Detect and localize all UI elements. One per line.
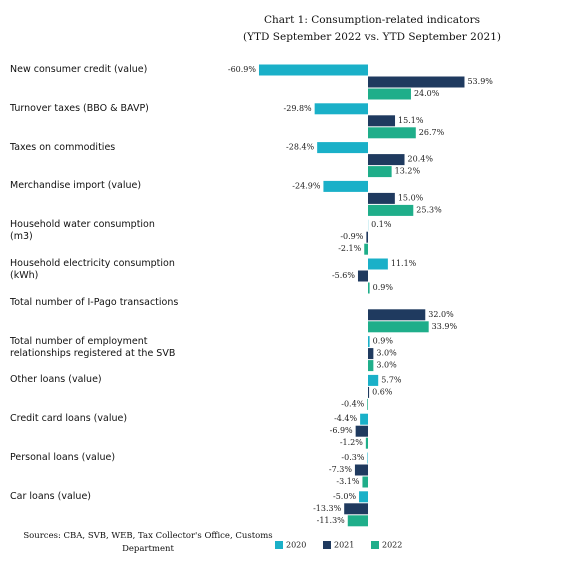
value-label: -60.9% — [228, 65, 257, 74]
bar — [368, 348, 374, 360]
category-label: Merchandise import (value) — [10, 180, 142, 192]
value-label: 25.3% — [416, 205, 442, 214]
category-label: New consumer credit (value) — [10, 64, 148, 75]
value-label: 0.9% — [373, 283, 394, 292]
value-label: -0.3% — [341, 453, 364, 462]
value-label: 0.6% — [372, 387, 393, 396]
value-label: 33.9% — [432, 322, 458, 331]
bar — [357, 270, 368, 282]
legend-label: 2020 — [286, 541, 306, 550]
value-label: 32.0% — [428, 310, 454, 319]
bar — [367, 452, 368, 464]
value-label: -13.3% — [313, 504, 342, 513]
bar — [368, 374, 379, 386]
value-label: 20.4% — [408, 155, 434, 164]
bar — [258, 64, 368, 76]
value-label: 3.0% — [376, 361, 397, 370]
value-label: 24.0% — [414, 89, 440, 98]
bar — [362, 476, 368, 488]
legend-label: 2021 — [334, 541, 354, 550]
value-label: 11.1% — [391, 259, 417, 268]
value-label: 26.7% — [419, 128, 445, 137]
bar — [368, 204, 414, 216]
bar — [354, 464, 368, 476]
category-label: Credit card loans (value) — [10, 413, 128, 425]
bar — [368, 192, 395, 204]
bar — [368, 88, 411, 100]
value-label: -28.4% — [286, 143, 315, 152]
bar — [365, 437, 368, 449]
legend-swatch — [371, 541, 379, 549]
value-label: 0.9% — [373, 337, 394, 346]
category-label: Taxes on commodities — [10, 141, 116, 153]
value-label: -3.1% — [336, 477, 359, 486]
chart-title: Chart 1: Consumption-related indicators — [264, 14, 480, 26]
value-label: -6.9% — [330, 426, 353, 435]
bar — [368, 258, 388, 270]
category-label: Total number of employment relationships… — [10, 335, 176, 359]
bar — [368, 309, 426, 321]
bar — [364, 243, 368, 255]
value-label: 5.7% — [381, 375, 402, 384]
bar — [314, 103, 368, 115]
value-label: -5.0% — [333, 492, 356, 501]
category-label: Car loans (value) — [10, 490, 92, 502]
bar — [368, 336, 370, 348]
bar — [368, 76, 465, 88]
category-label: Other loans (value) — [10, 374, 102, 386]
bar — [366, 231, 368, 243]
chart-subtitle: (YTD September 2022 vs. YTD September 20… — [243, 31, 501, 43]
value-label: -0.4% — [341, 399, 364, 408]
value-label: 15.0% — [398, 193, 424, 202]
bar — [367, 398, 368, 410]
value-label: 13.2% — [395, 167, 421, 176]
category-label: Personal loans (value) — [10, 452, 116, 463]
value-label: -29.8% — [284, 104, 313, 113]
legend-label: 2022 — [382, 541, 402, 550]
bar — [368, 360, 374, 372]
value-label: -1.2% — [340, 438, 363, 447]
category-label: Household water consumption (m3) — [10, 219, 155, 243]
value-label: -2.1% — [338, 244, 361, 253]
category-label: Total number of I-Pago transactions — [10, 296, 179, 308]
bar — [368, 115, 396, 127]
bar — [360, 413, 368, 425]
value-label: -11.3% — [317, 516, 346, 525]
source-note: Sources: CBA, SVB, WEB, Tax Collector's … — [23, 531, 273, 554]
value-label: 3.0% — [376, 349, 397, 358]
bar — [368, 127, 416, 139]
bar — [317, 142, 368, 154]
bar — [347, 515, 368, 527]
bar — [323, 180, 368, 192]
legend-swatch — [323, 541, 331, 549]
category-label: Turnover taxes (BBO & BAVP) — [10, 102, 149, 114]
value-label: -24.9% — [292, 181, 321, 190]
bar — [344, 503, 368, 515]
bar — [359, 491, 368, 503]
bar — [368, 321, 429, 333]
value-label: -5.6% — [332, 271, 355, 280]
legend-swatch — [275, 541, 283, 549]
value-label: -4.4% — [334, 414, 357, 423]
bar — [368, 386, 370, 398]
value-label: -7.3% — [329, 465, 352, 474]
bar — [368, 166, 392, 178]
category-label: Household electricity consumption (kWh) — [10, 258, 175, 281]
value-label: -0.9% — [340, 232, 363, 241]
bar — [368, 154, 405, 166]
value-label: 53.9% — [467, 77, 493, 86]
bar — [355, 425, 368, 437]
value-label: 0.1% — [371, 220, 392, 229]
value-label: 15.1% — [398, 116, 424, 125]
bar — [368, 282, 370, 294]
